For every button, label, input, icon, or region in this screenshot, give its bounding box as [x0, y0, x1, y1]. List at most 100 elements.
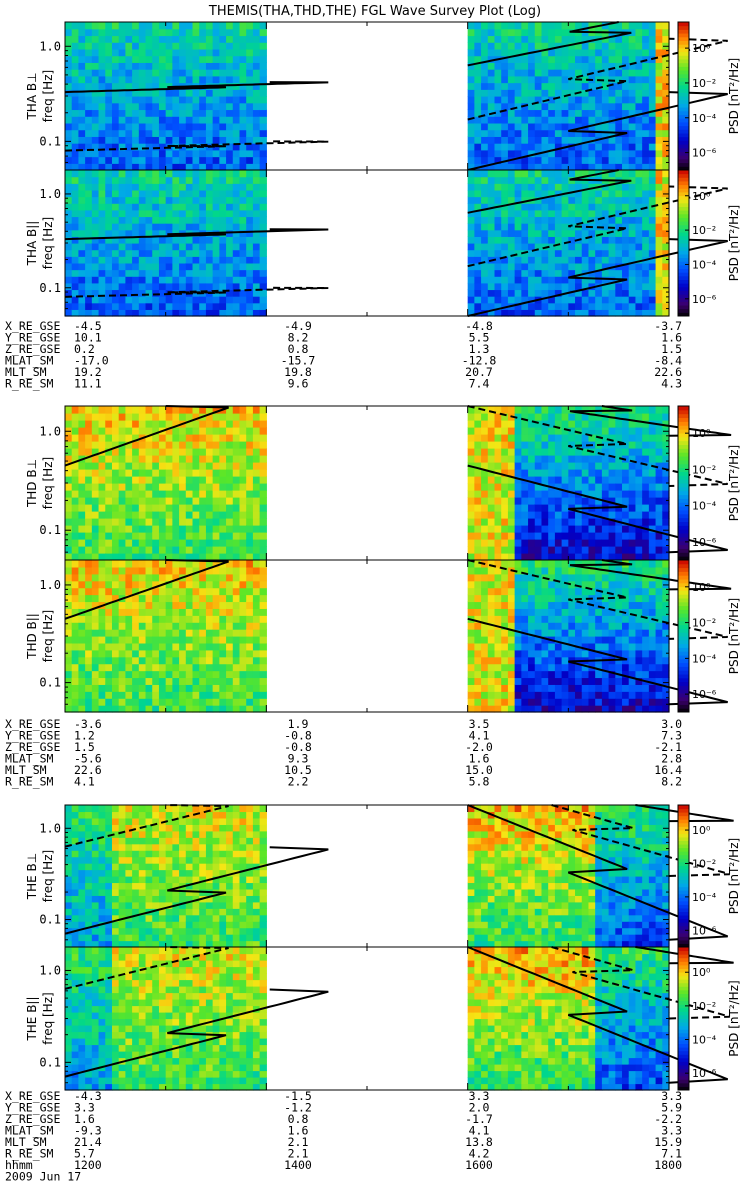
spectrogram-cell	[642, 170, 650, 178]
spectrogram-cell	[239, 594, 247, 603]
spectrogram-cell	[85, 82, 93, 90]
spectrogram-cell	[91, 102, 100, 111]
spectrogram-cell	[514, 413, 522, 421]
spectrogram-cell	[541, 209, 549, 218]
spectrogram-cell	[548, 539, 556, 547]
spectrogram-cell	[226, 102, 234, 111]
spectrogram-cell	[219, 223, 227, 231]
spectrogram-cell	[239, 483, 247, 491]
spectrogram-cell	[172, 269, 180, 277]
spectrogram-cell	[259, 525, 267, 533]
spectrogram-cell	[252, 69, 261, 77]
spectrogram-cell	[219, 309, 227, 317]
spectrogram-cell	[125, 28, 133, 37]
spectrogram-cell	[158, 677, 167, 685]
spectrogram-cell	[481, 122, 489, 131]
spectrogram-cell	[642, 269, 650, 277]
spectrogram-cell	[179, 434, 187, 442]
spectrogram-cell	[158, 282, 167, 291]
spectrogram-cell	[501, 455, 509, 463]
spectrogram-cell	[65, 642, 73, 651]
spectrogram-cell	[145, 677, 153, 685]
spectrogram-cell	[494, 434, 502, 442]
spectrogram-cell	[219, 136, 227, 144]
spectrogram-cell	[125, 469, 133, 477]
spectrogram-cell	[655, 302, 663, 310]
spectrogram-cell	[105, 216, 113, 224]
spectrogram-cell	[199, 594, 207, 603]
spectrogram-cell	[65, 490, 73, 498]
spectrogram-cell	[501, 539, 509, 547]
spectrogram-cell	[118, 670, 126, 679]
spectrogram-cell	[507, 269, 516, 277]
spectrogram-cell	[199, 276, 207, 284]
spectrogram-cell	[125, 223, 133, 231]
spectrogram-cell	[78, 406, 86, 414]
spectrogram-cell	[125, 560, 133, 568]
spectrogram-cell	[554, 269, 563, 277]
spectrogram-cell	[111, 413, 120, 421]
spectrogram-cell	[662, 209, 670, 218]
spectrogram-cell	[212, 269, 220, 277]
spectrogram-cell	[622, 216, 630, 224]
spectrogram-cell	[132, 587, 140, 596]
spectrogram-cell	[212, 629, 220, 637]
spectrogram-cell	[179, 476, 187, 484]
colorbar-segment	[678, 114, 689, 119]
colorbar-label: PSD [nT²/Hz]	[727, 445, 741, 521]
spectrogram-cell	[71, 684, 80, 692]
spectrogram-cell	[507, 236, 516, 244]
colorbar-tick-label: 10⁻⁴	[692, 500, 717, 513]
spectrogram-cell	[568, 163, 576, 171]
spectrogram-cell	[588, 189, 596, 198]
spectrogram-cell	[239, 608, 247, 616]
spectrogram-cell	[125, 122, 133, 131]
spectrogram-cell	[581, 448, 590, 456]
spectrogram-cell	[145, 129, 153, 137]
spectrogram-cell	[111, 490, 120, 498]
spectrogram-cell	[85, 649, 93, 658]
spectrogram-cell	[622, 532, 630, 540]
spectrogram-cell	[205, 203, 214, 211]
spectrogram-cell	[575, 116, 583, 124]
spectrogram-cell	[259, 229, 267, 237]
spectrogram-cell	[172, 656, 180, 665]
spectrogram-cell	[205, 42, 214, 50]
spectrogram-cell	[474, 129, 482, 137]
spectrogram-cell	[648, 149, 657, 158]
spectrogram-cell	[487, 553, 496, 561]
spectrogram-cell	[179, 448, 187, 456]
spectrogram-cell	[212, 525, 220, 533]
spectrogram-cell	[125, 249, 133, 257]
spectrogram-cell	[259, 236, 267, 244]
spectrogram-cell	[642, 149, 650, 158]
spectrogram-cell	[98, 189, 106, 198]
spectrogram-cell	[85, 229, 93, 237]
spectrogram-cell	[487, 229, 496, 237]
spectrogram-cell	[158, 35, 167, 43]
spectrogram-cell	[65, 203, 73, 211]
spectrogram-cell	[601, 256, 610, 264]
spectrogram-cell	[212, 163, 220, 171]
spectrogram-cell	[622, 518, 630, 526]
spectrogram-cell	[575, 102, 583, 111]
spectrogram-cell	[494, 539, 502, 547]
spectrogram-cell	[219, 170, 227, 178]
spectrogram-cell	[548, 122, 556, 131]
spectrogram-cell	[91, 518, 100, 526]
spectrogram-cell	[111, 469, 120, 477]
spectrogram-cell	[474, 448, 482, 456]
spectrogram-cell	[575, 448, 583, 456]
colorbar-segment	[678, 521, 689, 526]
spectrogram-cell	[219, 580, 227, 589]
spectrogram-cell	[226, 163, 234, 171]
colorbar-segment	[678, 166, 689, 171]
spectrogram-cell	[601, 539, 610, 547]
colorbar-tick-label: 10⁻⁶	[692, 536, 717, 549]
spectrogram-cell	[655, 413, 663, 421]
spectrogram-cell	[212, 296, 220, 304]
spectrogram-cell	[185, 156, 194, 164]
spectrogram-cell	[615, 441, 623, 449]
spectrogram-cell	[192, 594, 200, 603]
spectrogram-cell	[642, 35, 650, 43]
